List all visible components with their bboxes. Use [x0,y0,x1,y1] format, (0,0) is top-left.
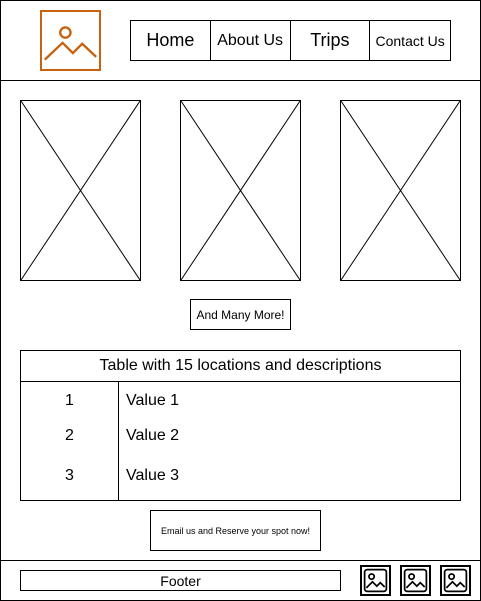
header-divider [0,80,481,81]
image-icon [443,568,468,593]
table-row-value: Value 1 [126,392,180,409]
table-column-divider [118,382,119,500]
image-placeholder-cross-icon [181,101,300,280]
footer-divider [0,560,481,561]
footer-image-icon-2[interactable] [400,565,431,596]
table-title: Table with 15 locations and descriptions [21,351,460,382]
and-many-more-button[interactable]: And Many More! [190,299,291,330]
locations-table: Table with 15 locations and descriptions… [20,350,461,501]
email-reserve-button[interactable]: Email us and Reserve your spot now! [150,510,321,551]
image-icon [363,568,388,593]
gallery-image-3 [340,100,461,281]
nav-trips[interactable]: Trips [291,21,371,60]
image-icon [403,568,428,593]
gallery-image-2 [180,100,301,281]
table-row-value: Value 3 [126,467,180,484]
logo-image-icon[interactable] [40,10,101,71]
footer-image-icon-1[interactable] [360,565,391,596]
footer-image-icon-3[interactable] [440,565,471,596]
nav-home[interactable]: Home [131,21,211,60]
nav-about-us[interactable]: About Us [211,21,291,60]
main-nav: Home About Us Trips Contact Us [130,20,451,61]
table-row-value: Value 2 [126,427,180,444]
nav-contact-us[interactable]: Contact Us [375,32,445,49]
table-row-index: 1 [65,392,74,409]
footer-label: Footer [20,570,341,591]
gallery-image-1 [20,100,141,281]
table-row-index: 3 [65,467,74,484]
image-placeholder-cross-icon [341,101,460,280]
image-placeholder-cross-icon [21,101,140,280]
image-placeholder-icon [43,26,97,61]
table-row-index: 2 [65,427,74,444]
